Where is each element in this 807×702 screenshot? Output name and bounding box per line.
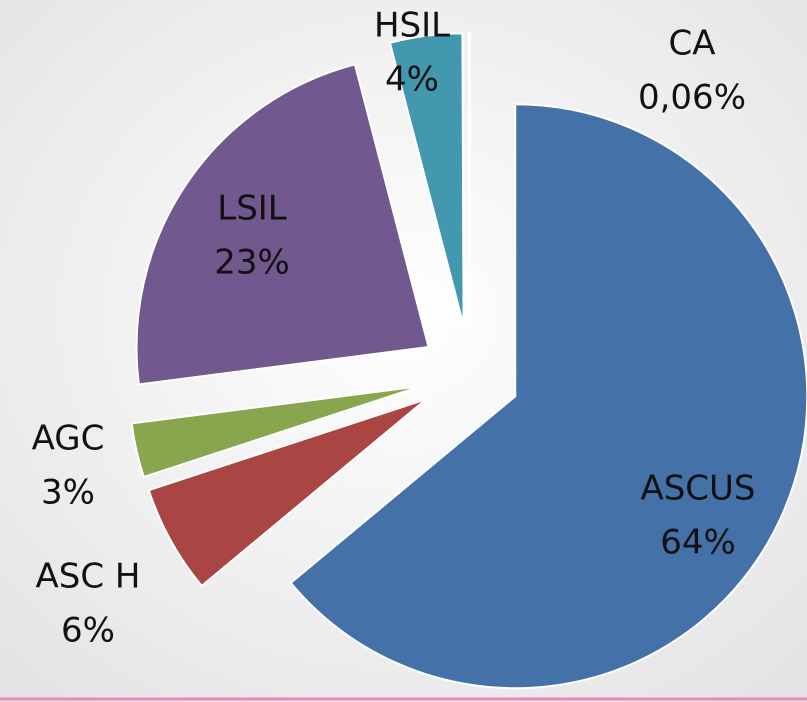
slice-label: AGC <box>32 419 105 459</box>
pie-slice <box>467 32 471 326</box>
slice-label: CA <box>669 24 716 64</box>
pie-slice <box>135 63 430 386</box>
slice-label: ASC H <box>36 557 141 597</box>
slice-label: ASCUS <box>640 469 755 509</box>
pie <box>130 32 807 690</box>
slice-label: LSIL <box>217 189 287 229</box>
labels: ASCUS 64% ASC H 6% AGC 3% LSIL 23% HSIL 4% CA 0,06% <box>32 6 756 651</box>
pie-slice <box>147 398 427 588</box>
pie-slice <box>289 103 807 690</box>
slice-value-label: 3% <box>41 473 95 513</box>
slice-value-label: 6% <box>61 611 115 651</box>
pie-slice <box>130 385 422 479</box>
slice-value-label: 4% <box>385 60 439 100</box>
slice-label: HSIL <box>374 6 450 46</box>
pie-slice <box>388 32 465 326</box>
slice-value-label: 0,06% <box>638 78 746 118</box>
slice-value-label: 23% <box>214 243 290 283</box>
slice-value-label: 64% <box>660 523 736 563</box>
